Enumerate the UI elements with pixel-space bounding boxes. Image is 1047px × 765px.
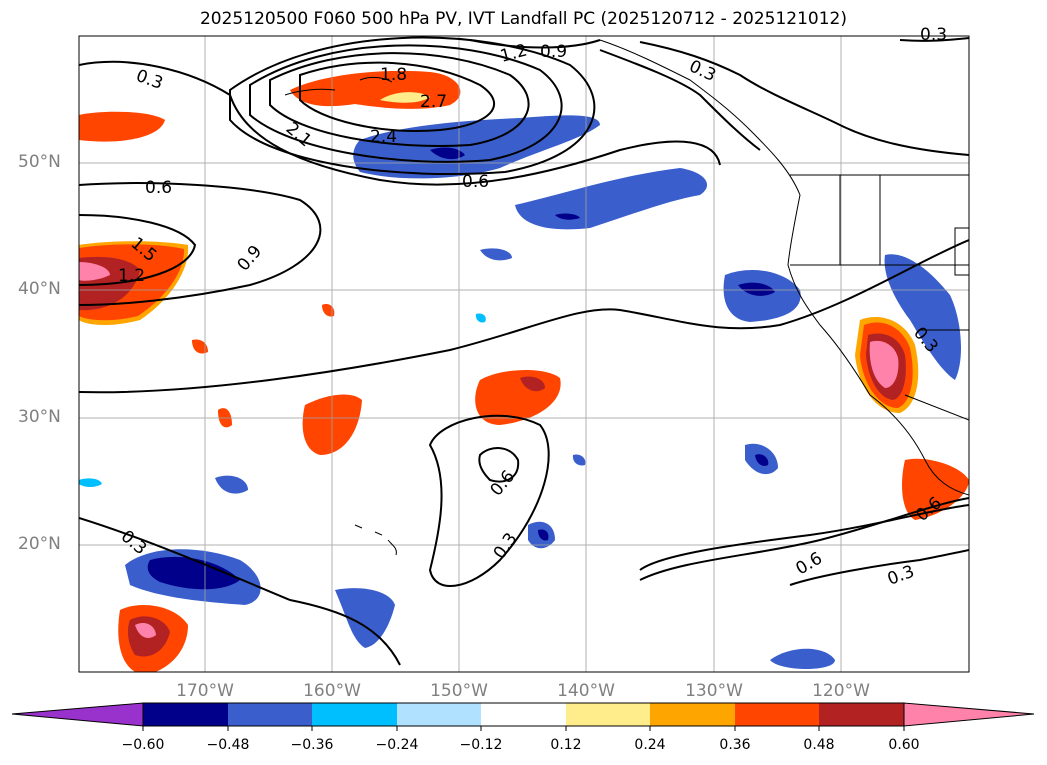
contour-label: 0.3 bbox=[885, 562, 917, 590]
contour-label: 2.4 bbox=[370, 127, 397, 147]
lat-label-30n: 30°N bbox=[18, 407, 61, 427]
contour-label: 1.2 bbox=[118, 266, 145, 286]
lon-label-140w: 140°W bbox=[557, 681, 615, 701]
graticule bbox=[79, 36, 969, 672]
colorbar-segment bbox=[903, 702, 1035, 727]
contour-label: 1.8 bbox=[380, 65, 407, 85]
contour-label: 2.7 bbox=[420, 92, 447, 112]
colorbar-tick: −0.60 bbox=[121, 737, 165, 753]
colorbar-segment bbox=[11, 702, 144, 727]
contour-labels: 0.3 1.8 2.7 2.1 2.4 1.2 0.9 0.3 0.6 0.6 … bbox=[117, 25, 947, 590]
contour-label: 0.9 bbox=[234, 242, 267, 276]
colorbar-tick: −0.24 bbox=[375, 737, 419, 753]
colorbar-segment bbox=[566, 703, 650, 726]
lon-label-120w: 120°W bbox=[812, 681, 870, 701]
colorbar-tick: 0.24 bbox=[634, 737, 666, 753]
colorbar-segment bbox=[819, 703, 904, 726]
colorbar-tick: −0.48 bbox=[206, 737, 250, 753]
lat-label-50n: 50°N bbox=[18, 152, 61, 172]
contour-label: 0.3 bbox=[133, 66, 165, 94]
contour-label: 2.1 bbox=[282, 119, 316, 152]
lat-label-20n: 20°N bbox=[18, 534, 61, 554]
lon-label-150w: 150°W bbox=[430, 681, 488, 701]
colorbar-segment bbox=[312, 703, 397, 726]
map-title: 2025120500 F060 500 hPa PV, IVT Landfall… bbox=[199, 9, 847, 29]
contour-label: 0.6 bbox=[462, 172, 489, 192]
map-frame bbox=[78, 35, 970, 673]
colorbar bbox=[11, 702, 1035, 731]
colorbar-tick: 0.60 bbox=[888, 737, 920, 753]
lon-label-170w: 170°W bbox=[176, 681, 234, 701]
colorbar-segment bbox=[650, 703, 735, 726]
colorbar-tick: 0.12 bbox=[550, 737, 582, 753]
contour-label: 0.6 bbox=[487, 467, 520, 501]
contour-label: 0.9 bbox=[540, 42, 567, 62]
ivt-contours bbox=[79, 36, 969, 666]
colorbar-segment bbox=[735, 703, 819, 726]
colorbar-tick: −0.12 bbox=[459, 737, 503, 753]
contour-label: 0.6 bbox=[145, 178, 172, 198]
lat-label-40n: 40°N bbox=[18, 279, 61, 299]
contour-label: 0.3 bbox=[920, 25, 947, 45]
lon-label-160w: 160°W bbox=[303, 681, 361, 701]
colorbar-segment bbox=[481, 703, 566, 726]
colorbar-segment bbox=[397, 703, 481, 726]
colorbar-tick: 0.48 bbox=[803, 737, 835, 753]
colorbar-tick: −0.36 bbox=[290, 737, 334, 753]
contour-label: 0.3 bbox=[490, 529, 522, 563]
lon-label-130w: 130°W bbox=[685, 681, 743, 701]
ivt-shading bbox=[79, 70, 969, 672]
colorbar-segment bbox=[143, 703, 228, 726]
colorbar-segment bbox=[228, 703, 312, 726]
coastlines bbox=[284, 39, 969, 556]
contour-label: 0.6 bbox=[793, 548, 826, 579]
colorbar-tick: 0.36 bbox=[719, 737, 751, 753]
